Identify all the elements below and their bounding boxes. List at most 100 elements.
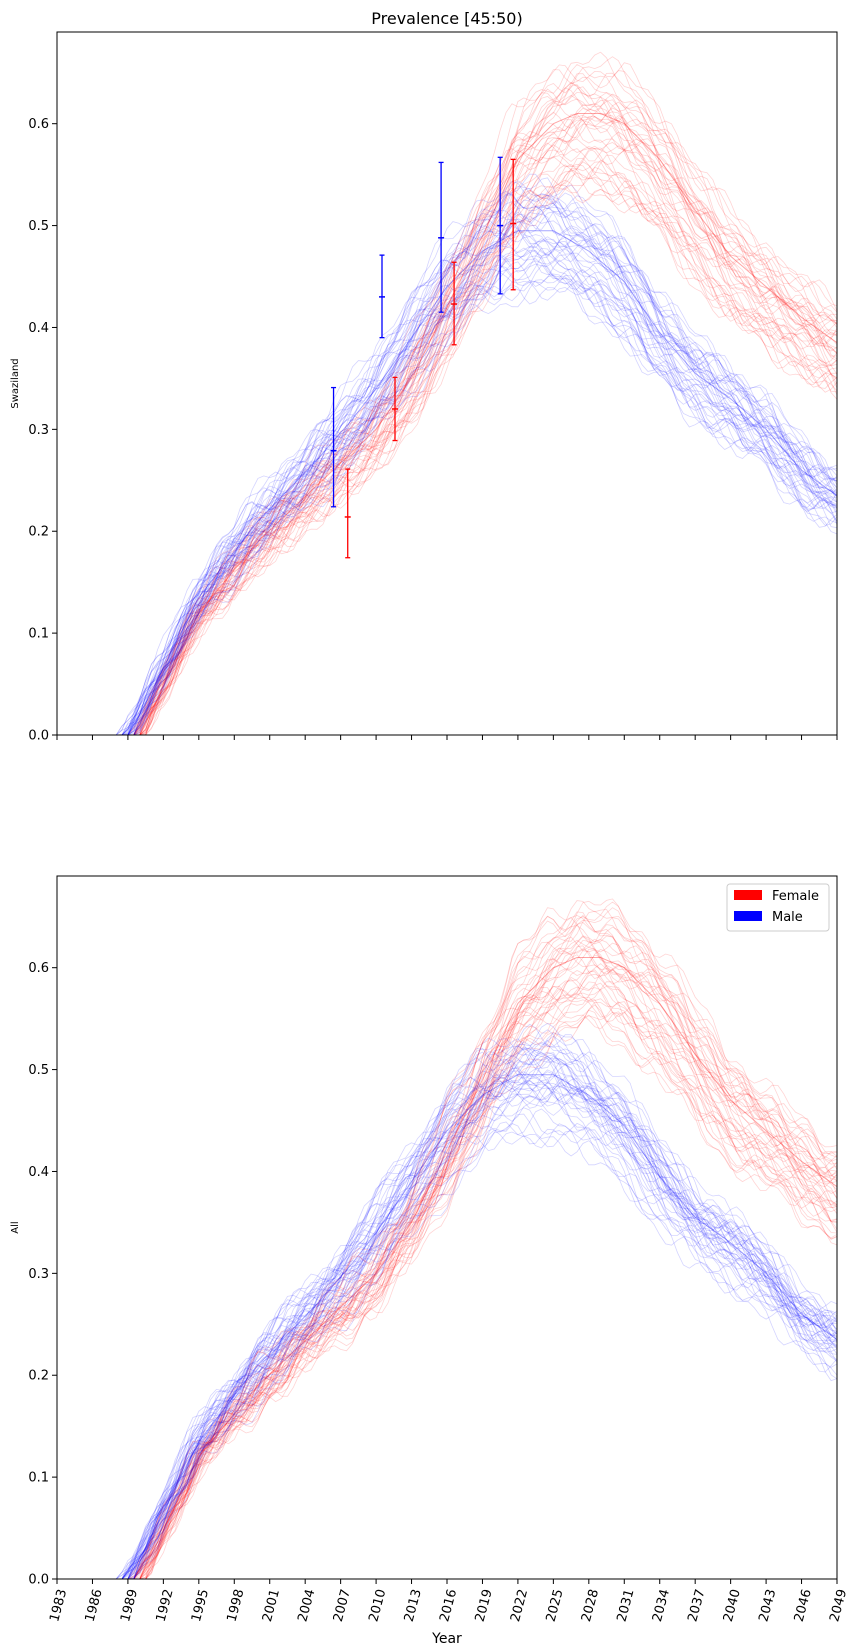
female-run-line xyxy=(57,1011,838,1580)
male-run-line xyxy=(57,1053,838,1580)
female-run-line xyxy=(57,86,838,736)
male-run-line xyxy=(57,193,838,736)
female-run-line xyxy=(57,963,838,1580)
female-series-line xyxy=(57,113,838,736)
y-tick-label: 0.1 xyxy=(28,1471,49,1486)
female-series-line xyxy=(57,957,838,1580)
female-run-line xyxy=(57,970,838,1580)
male-run-line xyxy=(57,1069,838,1580)
male-run-line xyxy=(57,1080,838,1580)
error-bar-male xyxy=(438,161,445,313)
y-tick-label: 0.2 xyxy=(28,1369,49,1384)
female-run-line xyxy=(57,163,838,736)
male-run-line xyxy=(57,253,838,736)
female-run-line xyxy=(57,963,838,1580)
male-run-line xyxy=(57,1034,838,1580)
y-axis-ticks: 0.0 0.1 0.2 0.3 0.4 0.5 0.6 xyxy=(28,961,57,1588)
female-run-line xyxy=(57,1002,838,1580)
legend-label-female: Female xyxy=(772,889,819,904)
female-run-line xyxy=(57,988,838,1580)
female-run-line xyxy=(57,985,838,1580)
female-run-line xyxy=(57,99,838,736)
error-bar-female xyxy=(392,376,398,442)
male-run-line xyxy=(57,1070,838,1580)
female-run-line xyxy=(57,964,838,1580)
male-run-line xyxy=(57,1023,838,1580)
female-run-line xyxy=(57,119,838,736)
male-run-line xyxy=(57,261,838,736)
female-run-line xyxy=(57,982,838,1580)
female-run-line xyxy=(57,159,838,736)
female-run-line xyxy=(57,999,838,1580)
female-run-line xyxy=(57,88,838,736)
male-run-line xyxy=(57,1044,838,1580)
female-run-line xyxy=(57,976,838,1580)
female-run-line xyxy=(57,81,838,736)
male-run-line xyxy=(57,215,838,736)
female-run-line xyxy=(57,108,838,736)
female-run-line xyxy=(57,1004,838,1580)
female-run-line xyxy=(57,51,838,736)
female-run-line xyxy=(57,166,838,736)
male-run-line xyxy=(57,201,838,736)
panel-swaziland: Prevalence [45:50) 0.0 0.1 0.2 0.3 0.4 0.5 0.6… xyxy=(10,9,838,744)
female-run-line xyxy=(57,157,838,736)
female-run-line xyxy=(57,945,838,1580)
female-run-line xyxy=(57,107,838,736)
error-bar-male xyxy=(330,386,337,508)
female-run-line xyxy=(57,156,838,736)
male-run-line xyxy=(57,265,838,736)
female-run-line xyxy=(57,914,838,1580)
legend-label-male: Male xyxy=(772,910,803,925)
male-run-line xyxy=(57,1122,838,1580)
female-run-line xyxy=(57,935,838,1580)
female-run-line xyxy=(57,138,838,736)
male-run-line xyxy=(57,233,838,736)
female-run-line xyxy=(57,954,838,1580)
y-tick-label: 0.3 xyxy=(28,423,49,438)
female-run-line xyxy=(57,954,838,1580)
male-run-line xyxy=(57,1081,838,1580)
male-run-line xyxy=(57,211,838,736)
female-run-line xyxy=(57,935,838,1580)
female-run-line xyxy=(57,907,838,1580)
male-run-line xyxy=(57,1058,838,1580)
female-run-line xyxy=(57,985,838,1580)
male-run-line xyxy=(57,230,838,736)
female-run-line xyxy=(57,161,838,736)
error-bar-male xyxy=(379,254,385,339)
male-run-line xyxy=(57,272,838,736)
female-run-line xyxy=(57,938,838,1580)
male-run-line xyxy=(57,1080,838,1580)
female-run-line xyxy=(57,63,838,736)
female-run-line xyxy=(57,898,838,1580)
male-run-line xyxy=(57,247,838,736)
female-run-line xyxy=(57,907,838,1580)
male-run-line xyxy=(57,1061,838,1580)
female-run-line xyxy=(57,161,838,736)
male-run-line xyxy=(57,1051,838,1580)
female-run-line xyxy=(57,72,838,736)
female-run-line xyxy=(57,981,838,1580)
male-run-line xyxy=(57,265,838,736)
female-run-line xyxy=(57,101,838,736)
male-run-line xyxy=(57,249,838,736)
male-run-line xyxy=(57,1029,838,1580)
male-run-line xyxy=(57,180,838,736)
male-run-line xyxy=(57,194,838,736)
female-run-line xyxy=(57,115,838,736)
male-run-line xyxy=(57,1071,838,1580)
male-run-line xyxy=(57,1063,838,1580)
male-run-line xyxy=(57,1032,838,1580)
male-series-line xyxy=(57,230,838,736)
female-run-line xyxy=(57,107,838,736)
male-run-line xyxy=(57,259,838,736)
male-run-line xyxy=(57,198,838,736)
male-run-line xyxy=(57,1107,838,1580)
male-run-line xyxy=(57,184,838,736)
female-run-line xyxy=(57,981,838,1580)
y-axis-label: Swaziland xyxy=(10,358,21,408)
male-run-line xyxy=(57,240,838,736)
female-run-line xyxy=(57,164,838,736)
female-run-line xyxy=(57,900,838,1580)
